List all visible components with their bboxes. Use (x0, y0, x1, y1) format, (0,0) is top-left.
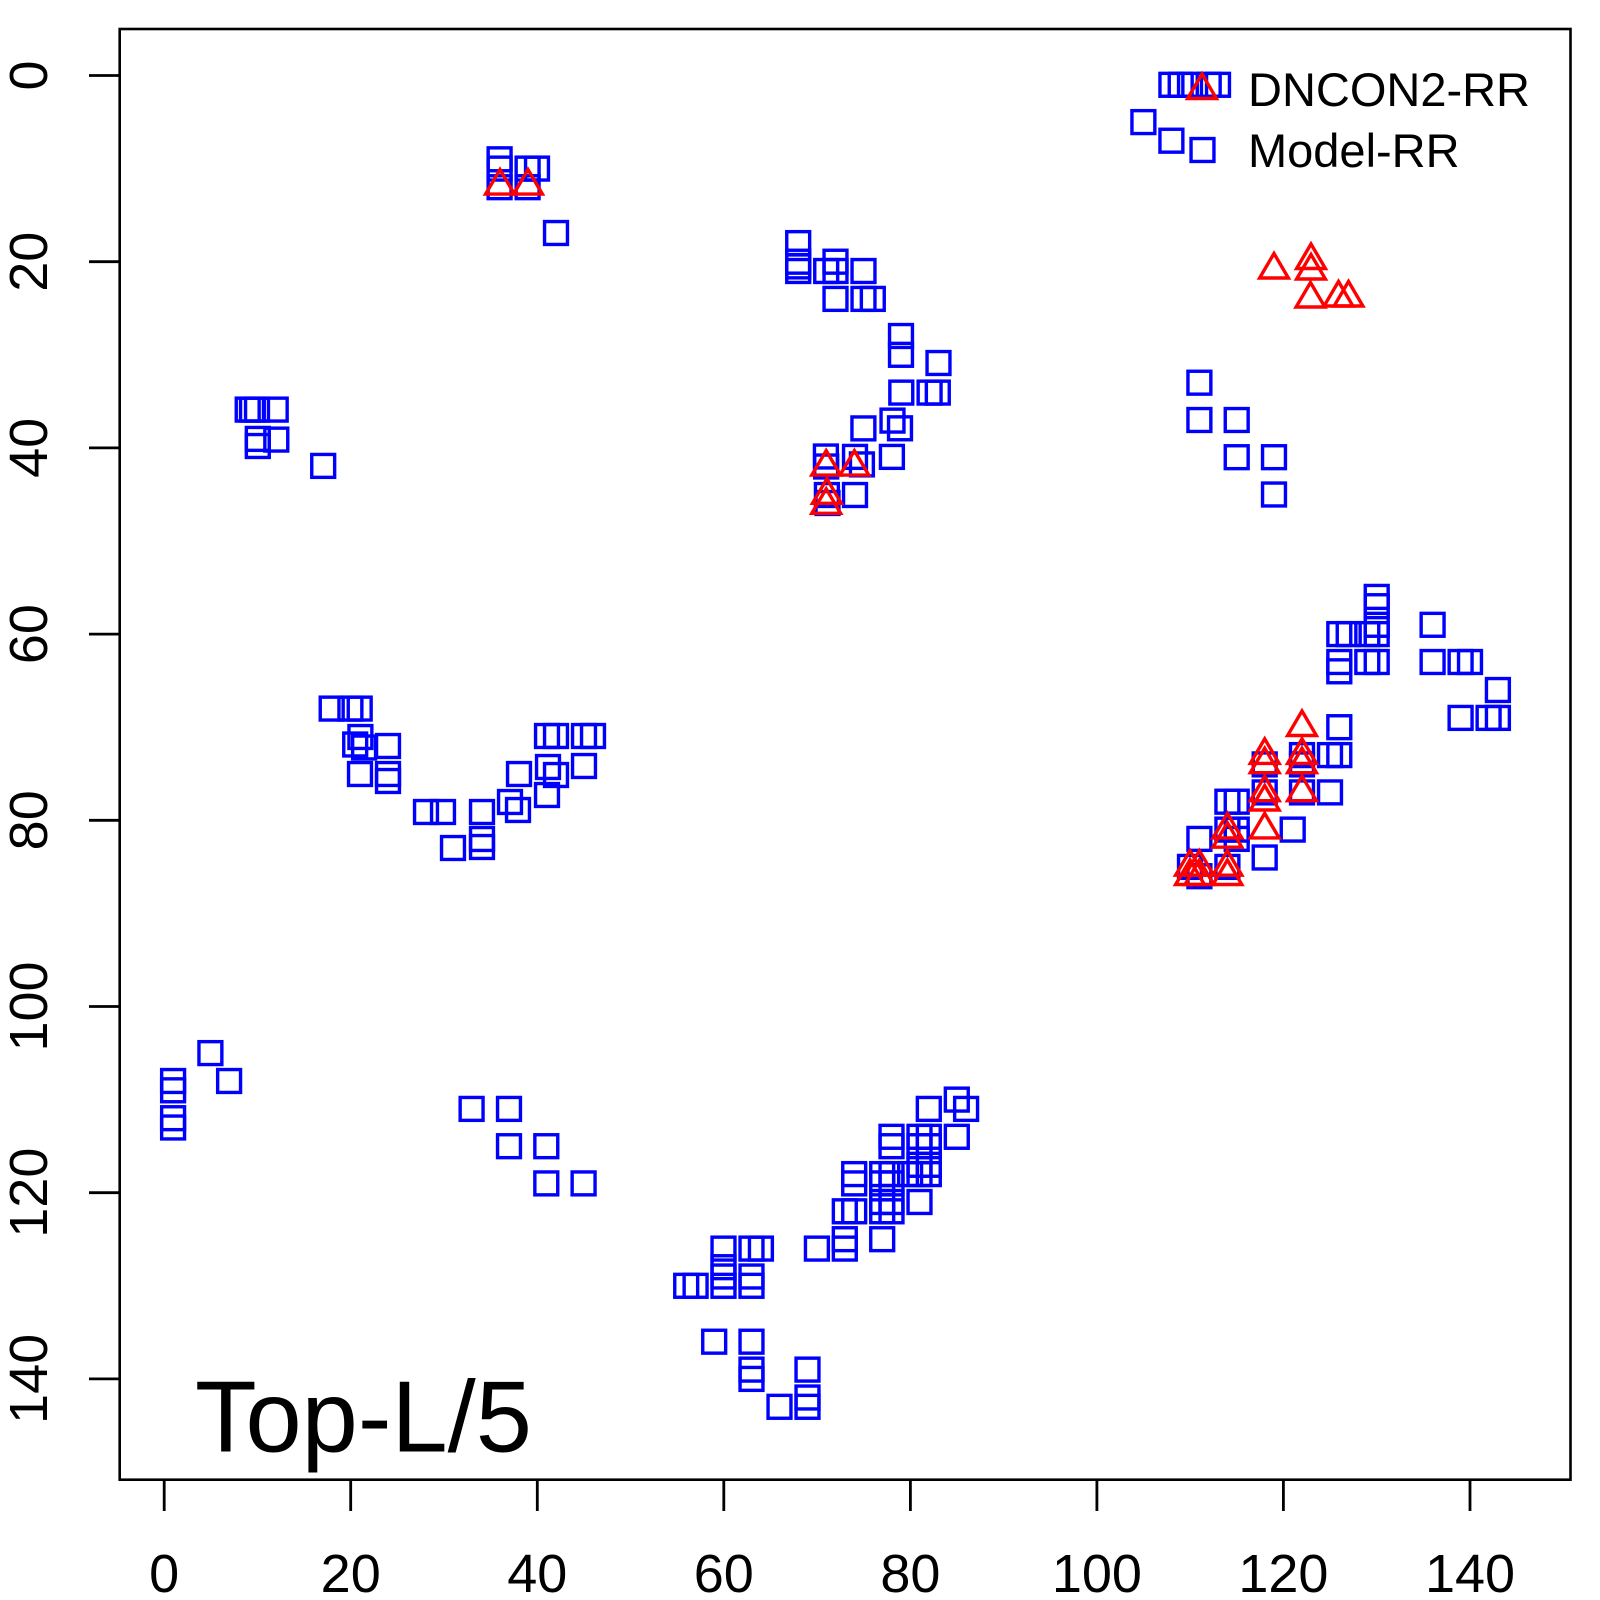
svg-text:140: 140 (1425, 1544, 1515, 1600)
svg-text:80: 80 (0, 790, 59, 850)
svg-text:100: 100 (1052, 1544, 1142, 1600)
svg-text:Top-L/5: Top-L/5 (195, 1361, 532, 1473)
svg-text:40: 40 (0, 418, 59, 478)
svg-text:60: 60 (694, 1544, 754, 1600)
svg-text:120: 120 (0, 1148, 59, 1238)
svg-text:0: 0 (149, 1544, 179, 1600)
svg-text:140: 140 (0, 1334, 59, 1424)
svg-text:20: 20 (321, 1544, 381, 1600)
svg-text:80: 80 (880, 1544, 940, 1600)
svg-text:DNCON2-RR: DNCON2-RR (1248, 63, 1530, 116)
svg-text:0: 0 (0, 60, 59, 90)
svg-text:20: 20 (0, 232, 59, 292)
svg-text:100: 100 (0, 961, 59, 1051)
svg-text:60: 60 (0, 604, 59, 664)
svg-text:120: 120 (1238, 1544, 1328, 1600)
svg-text:40: 40 (507, 1544, 567, 1600)
svg-text:Model-RR: Model-RR (1248, 124, 1460, 177)
